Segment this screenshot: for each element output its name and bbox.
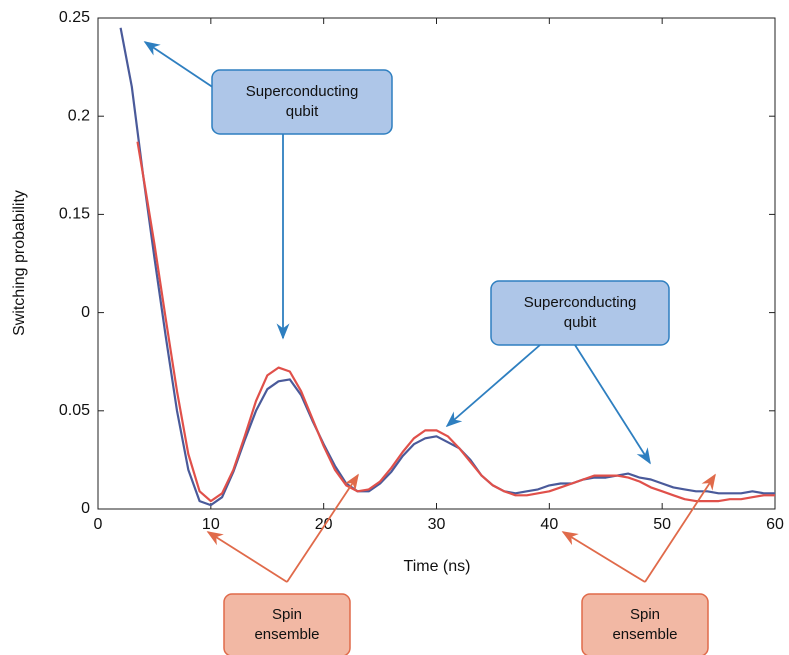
y-tick-label: 0.2 [68, 107, 90, 124]
annotation-text: Spin [272, 606, 302, 623]
data-line [119, 27, 775, 507]
x-tick-label: 60 [766, 516, 784, 533]
x-tick-label: 0 [94, 516, 103, 533]
annotation-arrow [561, 531, 646, 583]
y-tick-label: 0 [81, 304, 90, 321]
x-tick-label: 40 [540, 516, 558, 533]
annotation-arrow [574, 344, 651, 465]
y-axis-label: Switching probability [11, 190, 28, 336]
annotation-box [581, 593, 709, 655]
annotation-text: ensemble [612, 626, 677, 643]
y-tick-label: 0 [81, 500, 90, 517]
annotation-arrow [644, 473, 716, 583]
y-tick-label: 0.05 [59, 402, 90, 419]
x-axis-label: Time (ns) [404, 558, 471, 575]
annotation-arrow [445, 344, 541, 428]
annotation-arrow [286, 473, 359, 583]
annotation-box [490, 280, 670, 346]
y-tick-label: 0.25 [59, 9, 90, 26]
annotation-text: Spin [630, 606, 660, 623]
annotation-box [223, 593, 351, 655]
annotation-arrow [143, 41, 215, 89]
annotation-text: qubit [286, 103, 319, 120]
annotation-text: qubit [564, 314, 597, 331]
y-tick-label: 0.15 [59, 206, 90, 223]
data-line [136, 141, 775, 503]
annotation-text: Superconducting [524, 294, 637, 311]
annotation-text: Superconducting [246, 83, 359, 100]
annotation-text: ensemble [254, 626, 319, 643]
annotation-box [211, 69, 393, 135]
annotation-arrow [206, 531, 288, 583]
x-tick-label: 50 [653, 516, 671, 533]
x-tick-label: 10 [202, 516, 220, 533]
x-tick-label: 30 [428, 516, 446, 533]
